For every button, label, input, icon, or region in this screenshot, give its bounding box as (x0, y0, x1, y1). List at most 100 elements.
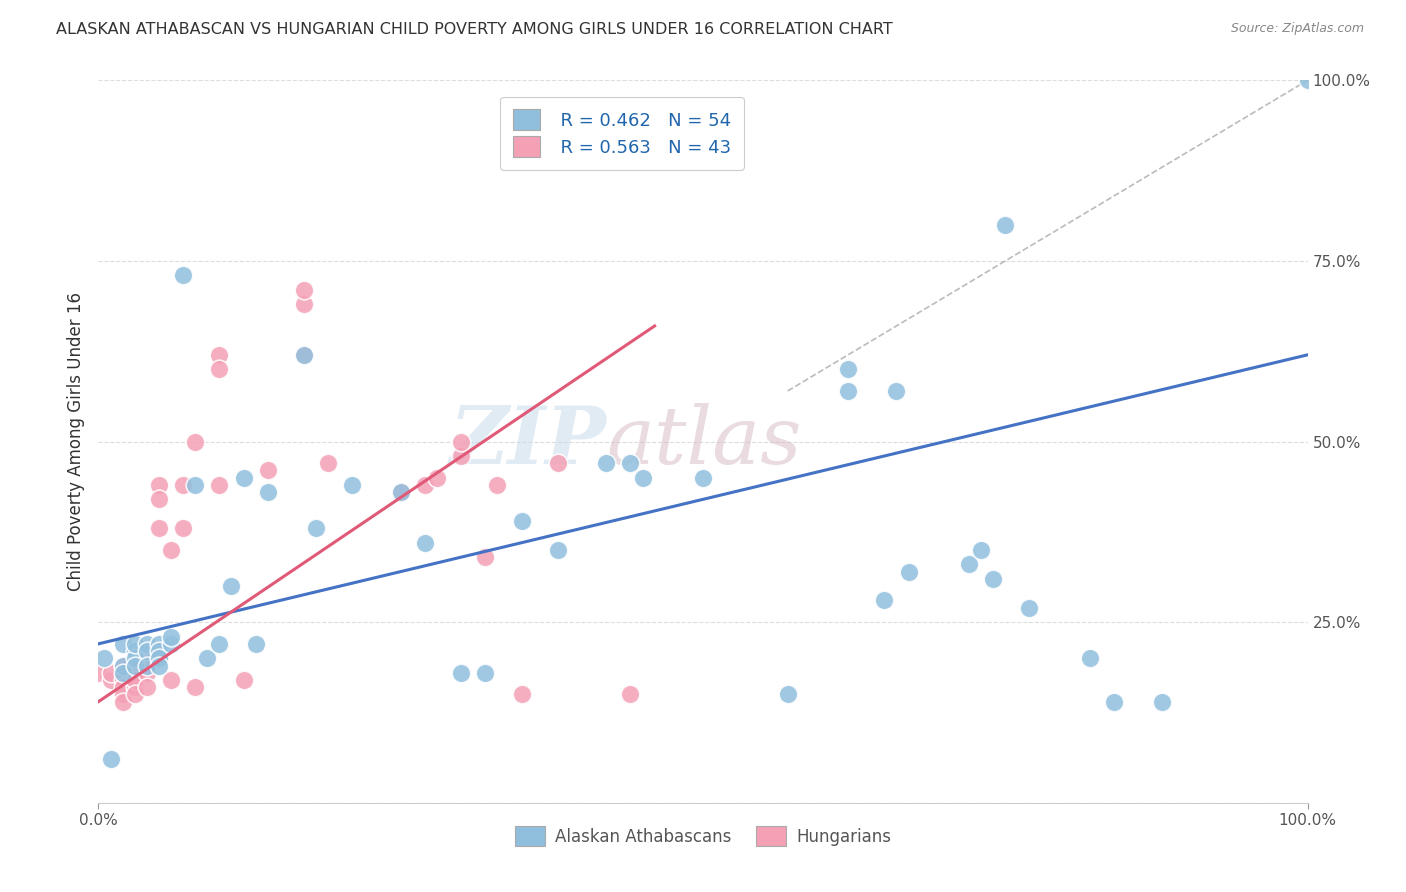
Point (100, 673, 122, 687)
Point (232, 673, 254, 687)
Point (111, 695, 134, 709)
Point (148, 644, 170, 658)
Point (195, 651, 218, 665)
Text: ALASKAN ATHABASCAN VS HUNGARIAN CHILD POVERTY AMONG GIRLS UNDER 16 CORRELATION C: ALASKAN ATHABASCAN VS HUNGARIAN CHILD PO… (56, 22, 893, 37)
Point (111, 673, 134, 687)
Point (837, 362, 859, 376)
Point (124, 637, 146, 651)
Point (426, 470, 449, 484)
Point (245, 637, 267, 651)
Text: atlas: atlas (606, 403, 801, 480)
Legend: Alaskan Athabascans, Hungarians: Alaskan Athabascans, Hungarians (508, 820, 898, 852)
Point (208, 348, 231, 362)
Point (221, 579, 243, 593)
Point (160, 637, 183, 651)
Point (148, 651, 170, 665)
Point (160, 542, 183, 557)
Point (111, 658, 134, 673)
Point (135, 665, 157, 680)
Point (111, 658, 134, 673)
Point (172, 268, 194, 283)
Point (292, 348, 315, 362)
Point (124, 644, 146, 658)
Point (389, 485, 412, 500)
Point (124, 651, 146, 665)
Point (208, 362, 231, 376)
Point (619, 687, 641, 701)
Point (111, 680, 134, 694)
Point (135, 658, 157, 673)
Point (873, 593, 896, 607)
Text: Source: ZipAtlas.com: Source: ZipAtlas.com (1230, 22, 1364, 36)
Point (547, 456, 569, 470)
Point (292, 348, 315, 362)
Point (124, 658, 146, 673)
Point (1078, 651, 1101, 665)
Point (124, 658, 146, 673)
Point (474, 550, 496, 565)
Point (100, 752, 122, 766)
Point (135, 680, 157, 694)
Point (1102, 695, 1125, 709)
Point (87, 665, 110, 680)
Point (124, 680, 146, 694)
Point (510, 687, 533, 701)
Point (208, 478, 231, 492)
Point (619, 456, 641, 470)
Point (184, 434, 207, 449)
Point (547, 542, 569, 557)
Point (124, 673, 146, 687)
Point (148, 492, 170, 507)
Point (389, 485, 412, 500)
Point (148, 521, 170, 535)
Point (631, 470, 654, 484)
Point (474, 665, 496, 680)
Point (692, 470, 714, 484)
Point (413, 535, 436, 549)
Point (1152, 695, 1174, 709)
Point (305, 521, 328, 535)
Point (172, 478, 194, 492)
Point (256, 485, 278, 500)
Point (413, 478, 436, 492)
Point (93, 651, 115, 665)
Point (450, 434, 472, 449)
Point (292, 283, 315, 297)
Point (837, 384, 859, 398)
Point (148, 658, 170, 673)
Point (450, 449, 472, 463)
Point (256, 463, 278, 477)
Point (232, 470, 254, 484)
Text: ZIP: ZIP (450, 403, 606, 480)
Point (111, 665, 134, 680)
Point (1018, 600, 1040, 615)
Y-axis label: Child Poverty Among Girls Under 16: Child Poverty Among Girls Under 16 (66, 292, 84, 591)
Point (292, 297, 315, 311)
Point (994, 218, 1017, 232)
Point (160, 630, 183, 644)
Point (135, 651, 157, 665)
Point (1296, 73, 1319, 87)
Point (100, 665, 122, 680)
Point (510, 514, 533, 528)
Point (184, 680, 207, 694)
Point (316, 456, 339, 470)
Point (957, 558, 980, 572)
Point (208, 637, 231, 651)
Point (450, 665, 472, 680)
Point (776, 687, 799, 701)
Point (148, 478, 170, 492)
Point (135, 644, 157, 658)
Point (111, 637, 134, 651)
Point (342, 478, 364, 492)
Point (897, 565, 920, 579)
Point (970, 542, 993, 557)
Point (184, 478, 207, 492)
Point (886, 384, 908, 398)
Point (981, 572, 1004, 586)
Point (148, 637, 170, 651)
Point (160, 673, 183, 687)
Point (595, 456, 617, 470)
Point (172, 521, 194, 535)
Point (111, 687, 134, 701)
